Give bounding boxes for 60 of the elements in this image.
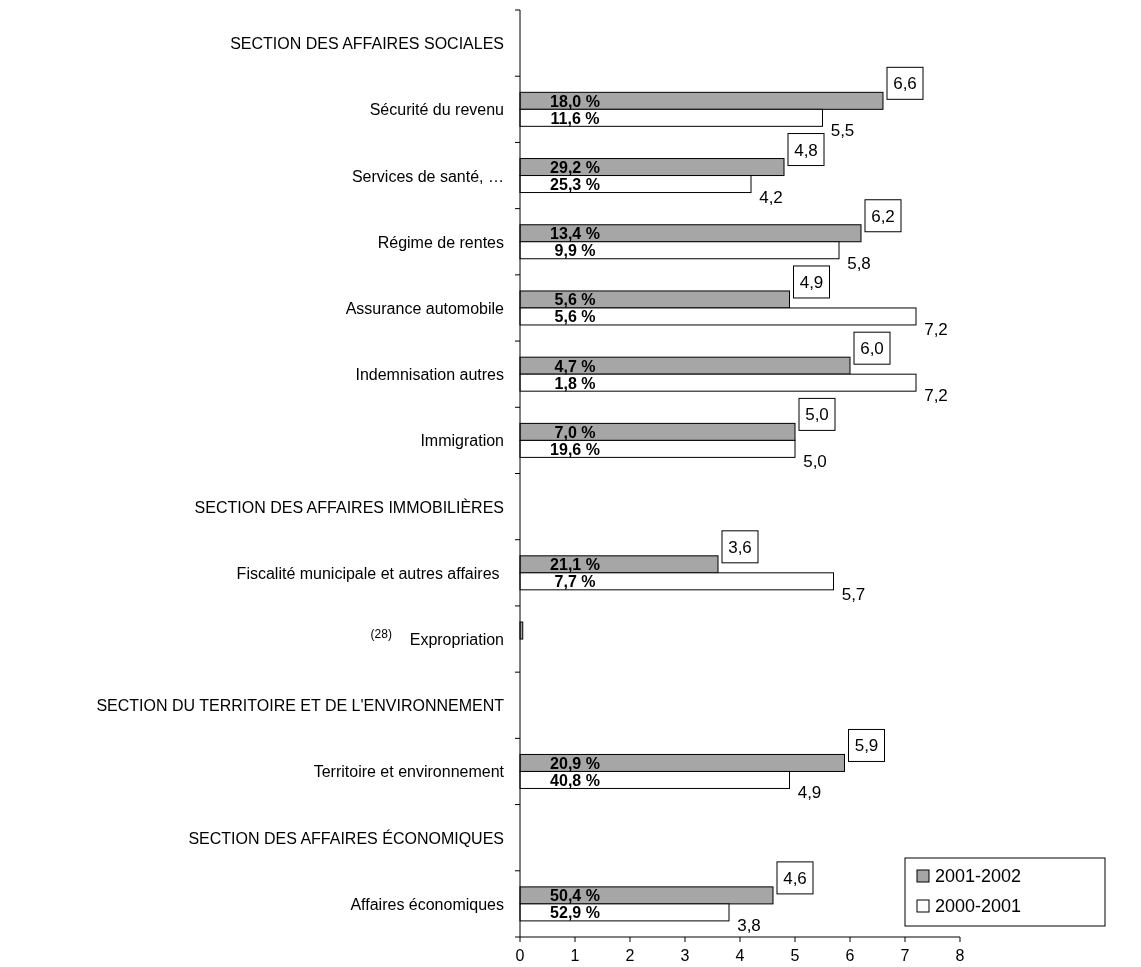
data-label: 7,2 [924,319,948,339]
annotation: 5,6 % [554,308,596,326]
data-label: 6,2 [871,206,895,226]
x-tick-label: 4 [735,947,745,964]
x-tick-label: 2 [625,947,635,964]
data-label: 5,8 [847,253,871,273]
annotation: 29,2 % [550,159,600,177]
annotation: 5,6 % [554,291,596,309]
y-tick-label: SECTION DU TERRITOIRE ET DE L'ENVIRONNEMENT [96,697,505,715]
x-tick-label: 1 [570,947,580,964]
data-label: 3,6 [728,537,752,557]
y-tick-label: SECTION DES AFFAIRES ÉCONOMIQUES [188,828,504,847]
annotation: 50,4 % [550,887,600,905]
data-label: 4,9 [799,272,824,292]
y-tick-label: SECTION DES AFFAIRES SOCIALES [230,35,504,53]
annotation: 40,8 % [550,771,600,789]
data-label: 5,7 [841,584,866,604]
data-label: 4,6 [783,868,807,888]
annotation: 9,9 % [554,242,596,260]
x-tick-label: 6 [845,947,855,964]
data-label: 4,2 [759,187,783,207]
x-tick-label: 8 [955,947,965,964]
annotation: 11,6 % [550,109,600,127]
annotation: 7,0 % [554,423,596,441]
annotation: 13,4 % [550,225,600,243]
annotation: 18,0 % [550,92,600,110]
data-label: 4,9 [797,783,822,803]
annotation: 19,6 % [550,440,600,458]
data-label: 6,6 [893,74,917,94]
y-tick-label: Immigration [420,432,504,450]
y-tick-label: Territoire et environnement [313,763,505,781]
data-label: 5,0 [803,452,827,472]
y-tick-label: Régime de rentes [377,233,504,251]
legend-label: 2000-2001 [935,896,1022,916]
data-label: 3,8 [737,915,761,935]
x-tick-label: 7 [900,947,910,964]
annotation: 4,7 % [554,357,596,375]
legend-label: 2001-2002 [935,866,1022,886]
data-label: 6,0 [860,339,884,359]
x-tick-label: 3 [680,947,690,964]
y-tick-label: Affaires économiques [350,895,504,913]
annotation: 1,8 % [554,374,596,392]
annotation: 21,1 % [550,556,600,574]
data-label: 7,2 [924,386,948,406]
x-tick-label: 0 [515,947,525,964]
y-tick-label: SECTION DES AFFAIRES IMMOBILIÈRES [194,497,504,516]
y-tick-label: Services de santé, … [351,167,504,185]
y-tick-label: Fiscalité municipale et autres affaires [236,564,504,582]
x-tick-label: 5 [790,947,800,964]
y-tick-label: Sécurité du revenu [369,101,504,119]
annotation: 25,3 % [550,176,600,194]
annotation: 20,9 % [550,754,600,772]
data-label: 5,5 [830,121,855,141]
y-tick-label: Indemnisation autres [355,366,504,384]
annotation: 7,7 % [554,573,596,591]
annotation: 52,9 % [550,904,600,922]
data-label: 4,8 [794,140,818,160]
data-label: 5,9 [854,736,879,756]
y-tick-label: Assurance automobile [345,299,505,317]
data-label: 5,0 [805,405,829,425]
